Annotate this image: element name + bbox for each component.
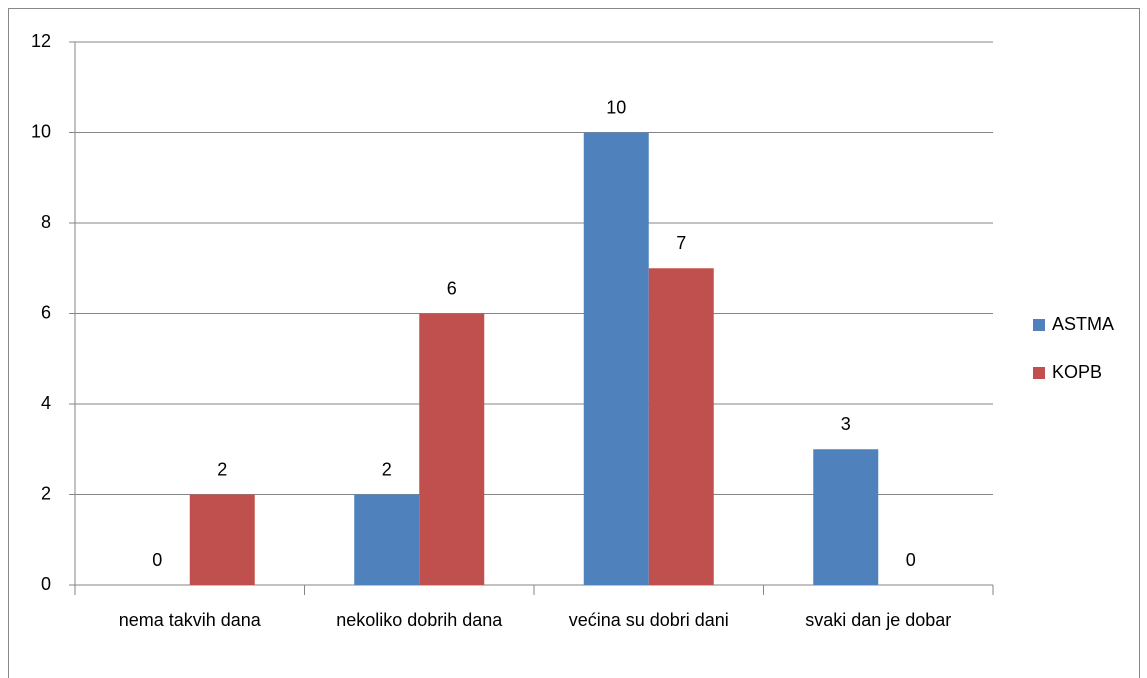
y-tick-label: 8	[41, 212, 51, 232]
data-label: 3	[841, 414, 851, 434]
legend-label: ASTMA	[1052, 314, 1114, 334]
chart-frame	[8, 8, 1140, 678]
y-tick-label: 6	[41, 302, 51, 322]
legend-swatch	[1033, 367, 1045, 379]
bar	[648, 268, 714, 585]
y-tick-label: 0	[41, 574, 51, 594]
data-label: 7	[676, 233, 686, 253]
data-label: 10	[606, 97, 626, 117]
y-tick-label: 10	[31, 121, 51, 141]
y-tick-label: 12	[31, 31, 51, 51]
bar	[419, 313, 485, 585]
x-tick-label: svaki dan je dobar	[805, 610, 952, 630]
bar	[354, 494, 420, 585]
y-tick-label: 4	[41, 393, 51, 413]
data-label: 2	[382, 459, 392, 479]
data-label: 0	[906, 550, 916, 570]
x-tick-label: nema takvih dana	[118, 610, 261, 630]
bar	[813, 449, 879, 585]
legend-label: KOPB	[1052, 362, 1102, 382]
y-tick-label: 2	[41, 483, 51, 503]
x-tick-label: nekoliko dobrih dana	[336, 610, 503, 630]
bar	[189, 494, 255, 585]
data-label: 6	[447, 278, 457, 298]
legend-swatch	[1033, 319, 1045, 331]
x-tick-label: većina su dobri dani	[568, 610, 729, 630]
data-label: 2	[217, 459, 227, 479]
bar	[583, 132, 649, 585]
data-label: 0	[152, 550, 162, 570]
